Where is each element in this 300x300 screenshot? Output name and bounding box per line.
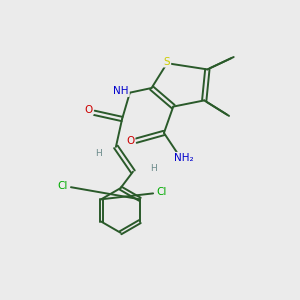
Text: O: O [126, 136, 135, 146]
Text: H: H [95, 148, 102, 158]
Text: S: S [164, 57, 170, 67]
Text: Cl: Cl [57, 181, 68, 190]
Text: NH₂: NH₂ [174, 153, 194, 163]
Text: Cl: Cl [157, 187, 167, 197]
Text: H: H [150, 164, 157, 173]
Text: NH: NH [113, 86, 129, 96]
Text: O: O [85, 105, 93, 115]
